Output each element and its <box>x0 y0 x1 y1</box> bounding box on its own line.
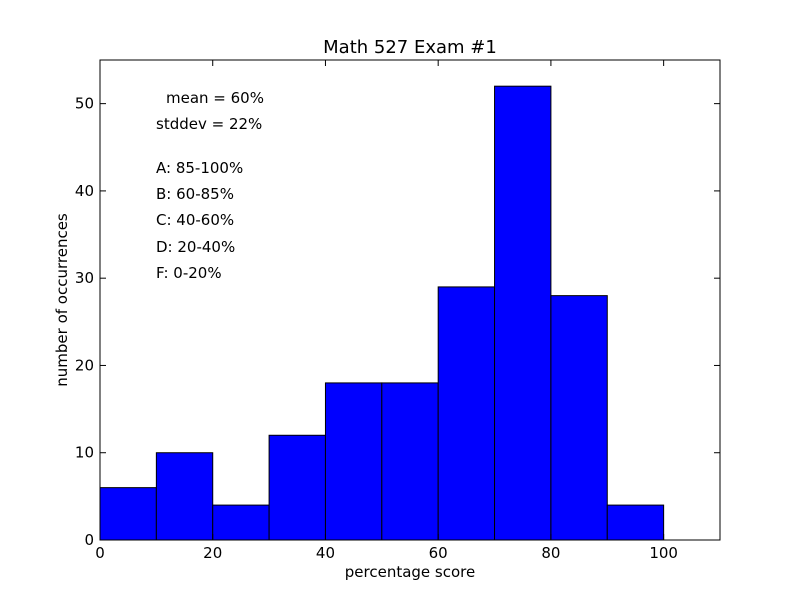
y-tick-label: 50 <box>75 95 94 113</box>
histogram-bar-30-40 <box>268 434 326 541</box>
histogram-bar-0-10 <box>99 487 157 541</box>
grade-a-annotation: A: 85-100% <box>156 159 243 177</box>
grade-b-annotation: B: 60-85% <box>156 185 234 203</box>
plot-frame <box>99 59 721 541</box>
y-axis-label: number of occurrences <box>53 213 71 387</box>
stddev-annotation: stddev = 22% <box>156 115 262 133</box>
annotation-block: mean = 60% stddev = 22% A: 85-100% B: 60… <box>156 89 264 282</box>
y-tick-label: 30 <box>75 269 94 287</box>
x-axis-ticks: 0 20 40 60 80 100 <box>95 60 678 562</box>
x-tick-label: 0 <box>95 544 105 562</box>
y-axis-ticks: 0 10 20 30 40 50 <box>75 95 720 549</box>
histogram-bar-60-70 <box>437 286 496 541</box>
histogram-bar-90-100 <box>606 504 665 541</box>
y-tick-label: 0 <box>84 531 94 549</box>
y-tick-label: 20 <box>75 356 94 374</box>
histogram-bar-50-60 <box>381 382 439 541</box>
grade-f-annotation: F: 0-20% <box>156 264 222 282</box>
y-tick-label: 40 <box>75 182 94 200</box>
bars-group <box>99 85 665 541</box>
x-tick-label: 80 <box>541 544 560 562</box>
x-tick-label: 20 <box>203 544 222 562</box>
histogram-bar-20-30 <box>212 504 270 541</box>
x-axis-label: percentage score <box>345 563 475 581</box>
histogram-bar-10-20 <box>155 452 214 541</box>
x-tick-label: 40 <box>316 544 335 562</box>
grade-d-annotation: D: 20-40% <box>156 238 235 256</box>
histogram-bar-80-90 <box>550 295 608 541</box>
histogram-bar-40-50 <box>324 382 383 541</box>
x-tick-label: 60 <box>429 544 448 562</box>
mean-annotation: mean = 60% <box>166 89 264 107</box>
histogram-bar-70-80 <box>494 85 552 541</box>
chart-title: Math 527 Exam #1 <box>323 37 497 58</box>
grade-c-annotation: C: 40-60% <box>156 211 234 229</box>
y-tick-label: 10 <box>75 444 94 462</box>
x-tick-label: 100 <box>649 544 678 562</box>
